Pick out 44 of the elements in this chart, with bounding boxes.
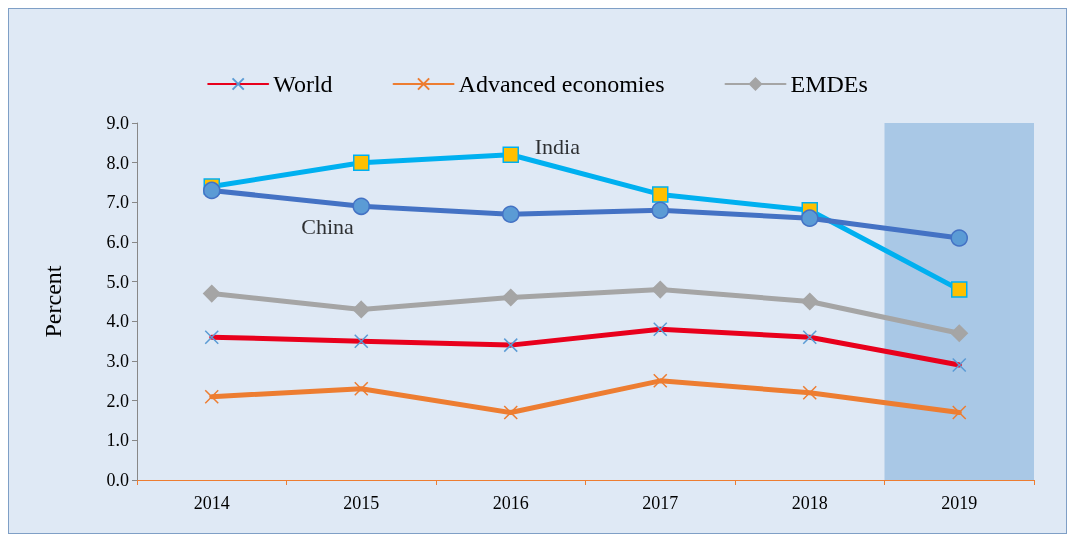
- annotation: India: [534, 134, 581, 160]
- point: [353, 154, 370, 171]
- point: [951, 281, 968, 298]
- point: [950, 324, 968, 342]
- y-tick-label: 5.0: [106, 271, 129, 292]
- point: [352, 197, 370, 216]
- point: [652, 186, 669, 203]
- point: [952, 405, 967, 420]
- point: [651, 280, 669, 299]
- point: [801, 209, 819, 227]
- x-tick-label: 2017: [642, 493, 679, 513]
- y-tick-label: 3.0: [106, 351, 129, 371]
- x-tick-label: 2016: [492, 493, 529, 513]
- point: [203, 284, 221, 303]
- x-tick-label: 2018: [791, 493, 828, 513]
- point: [653, 373, 668, 389]
- point: [352, 300, 370, 319]
- point: [502, 146, 519, 163]
- legend-label: EMDEs: [790, 71, 868, 97]
- annotation: China: [301, 213, 355, 239]
- x-tick-label: 2014: [193, 493, 230, 513]
- y-axis-title: Percent: [40, 265, 66, 338]
- y-tick-label: 1.0: [106, 430, 129, 451]
- point: [651, 201, 669, 220]
- point: [502, 288, 520, 307]
- legend-label: World: [273, 71, 333, 97]
- point: [801, 292, 819, 311]
- point: [354, 381, 369, 397]
- point: [502, 205, 520, 223]
- legend-label: Advanced economies: [458, 71, 665, 97]
- y-tick-label: 0.0: [106, 470, 129, 490]
- y-tick-label: 9.0: [106, 113, 129, 133]
- y-tick-label: 2.0: [106, 390, 129, 411]
- point: [204, 389, 219, 404]
- point: [203, 181, 221, 200]
- x-tick-label: 2019: [941, 493, 978, 513]
- point: [950, 229, 968, 247]
- y-tick-label: 4.0: [106, 311, 129, 332]
- y-tick-label: 6.0: [106, 232, 129, 252]
- y-tick-label: 7.0: [106, 192, 129, 213]
- point: [802, 385, 817, 400]
- y-tick-label: 8.0: [106, 152, 129, 173]
- x-tick-label: 2015: [343, 493, 380, 513]
- point: [503, 405, 518, 420]
